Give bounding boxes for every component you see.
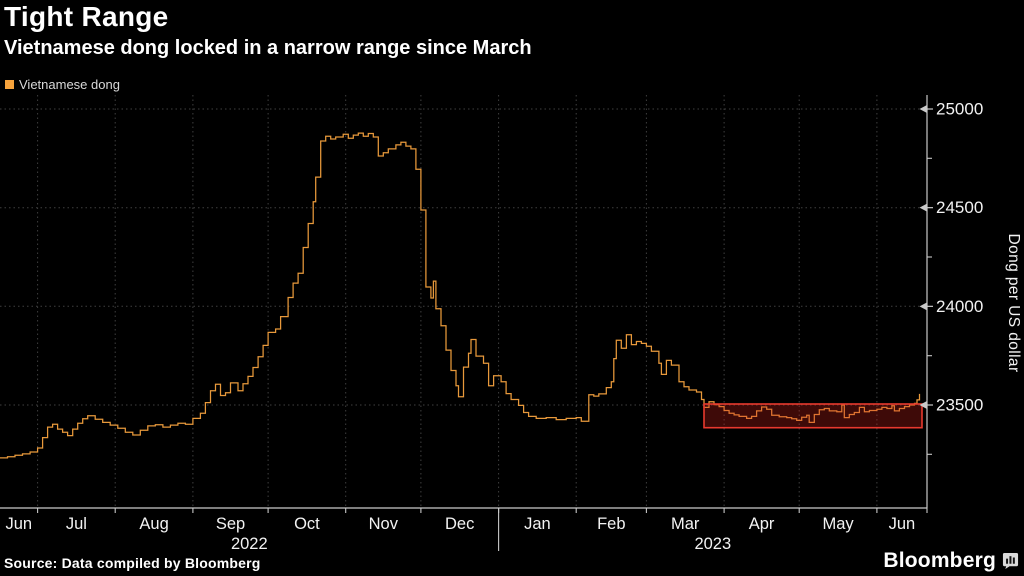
price-step-line: [0, 132, 921, 459]
svg-text:May: May: [823, 515, 855, 533]
axes: [0, 95, 928, 509]
year-labels: 2022 2023: [231, 535, 731, 553]
svg-text:Mar: Mar: [671, 515, 700, 533]
bloomberg-logo: Bloomberg: [883, 549, 1019, 573]
chart-title: Tight Range: [4, 1, 169, 32]
legend-swatch-icon: [5, 80, 14, 89]
y-axis-labels: 23500 24000 24500 25000: [919, 100, 983, 455]
svg-text:Sep: Sep: [216, 515, 245, 533]
svg-text:Feb: Feb: [597, 515, 625, 533]
highlight-range-box: [703, 403, 923, 429]
legend-label: Vietnamese dong: [19, 77, 120, 92]
source-note: Source: Data compiled by Bloomberg: [4, 555, 261, 571]
svg-text:Nov: Nov: [369, 515, 399, 533]
svg-text:2022: 2022: [231, 535, 268, 553]
svg-text:24000: 24000: [936, 297, 983, 316]
svg-text:Aug: Aug: [139, 515, 168, 533]
grid: [0, 95, 927, 508]
bloomberg-mark-icon: [1002, 552, 1019, 570]
svg-text:Jun: Jun: [5, 515, 32, 533]
svg-text:Jul: Jul: [66, 515, 87, 533]
svg-text:Jun: Jun: [889, 515, 916, 533]
svg-text:24500: 24500: [936, 198, 983, 217]
svg-text:Oct: Oct: [294, 515, 320, 533]
svg-text:2023: 2023: [694, 535, 731, 553]
y-axis-title: Dong per US dollar: [1005, 233, 1022, 372]
bloomberg-wordmark: Bloomberg: [883, 549, 996, 572]
svg-text:23500: 23500: [936, 396, 983, 415]
svg-text:25000: 25000: [936, 100, 983, 119]
svg-text:Apr: Apr: [749, 515, 775, 533]
chart-subtitle: Vietnamese dong locked in a narrow range…: [4, 37, 532, 59]
svg-text:Jan: Jan: [524, 515, 551, 533]
legend: Vietnamese dong: [5, 77, 120, 92]
svg-text:Dec: Dec: [445, 515, 474, 533]
x-axis-month-labels: Jun Jul Aug Sep Oct Nov Dec Jan Feb Mar Apr May Jun: [5, 508, 928, 551]
